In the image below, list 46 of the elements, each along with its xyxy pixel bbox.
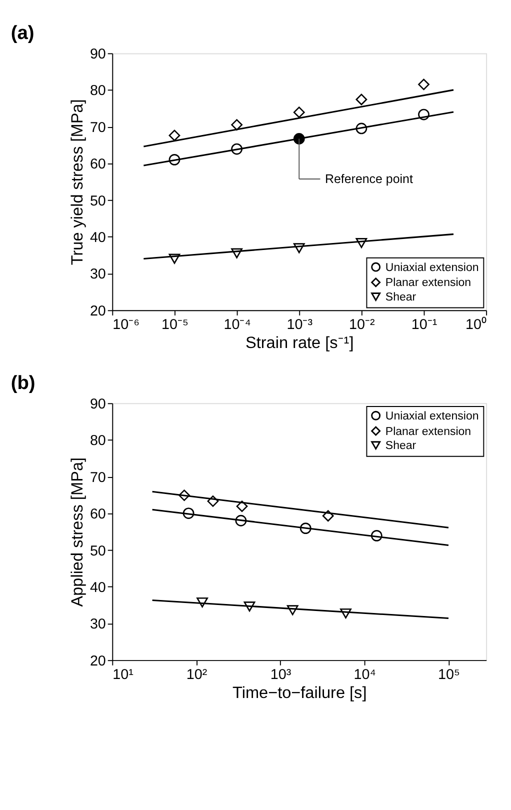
x-tick-label: 10⁻¹ <box>411 316 438 333</box>
y-tick-label: 70 <box>90 120 106 136</box>
annotation: Reference point <box>325 172 414 186</box>
y-tick-label: 60 <box>90 156 106 173</box>
legend-label: Shear <box>385 292 416 304</box>
point <box>418 78 430 90</box>
y-tick-label: 40 <box>90 580 106 596</box>
y-tick-label: 30 <box>90 266 106 283</box>
legend-label: Uniaxial extension <box>385 262 479 274</box>
x-axis-title: Time−to−failure [s] <box>232 684 367 702</box>
x-tick-label: 10⁴ <box>354 666 376 683</box>
y-tick-label: 90 <box>90 396 106 412</box>
chart-title: (a) <box>10 22 34 44</box>
point <box>293 106 305 118</box>
y-axis-title: True yield stress [MPa] <box>68 99 86 266</box>
y-tick-label: 30 <box>90 616 106 633</box>
x-tick-label: 10⁰ <box>466 316 487 333</box>
x-tick-label: 10¹ <box>112 666 134 683</box>
y-tick-label: 20 <box>90 653 106 670</box>
point <box>231 119 242 130</box>
legend-label: Uniaxial extension <box>385 410 479 422</box>
x-tick-label: 10⁻⁶ <box>112 316 140 333</box>
legend-label: Shear <box>385 440 416 452</box>
legend-label: Planar extension <box>385 277 472 290</box>
y-tick-label: 80 <box>90 433 106 450</box>
y-tick-label: 20 <box>90 303 106 320</box>
y-tick-label: 60 <box>90 506 106 523</box>
x-tick-label: 10⁻⁴ <box>224 316 251 333</box>
x-tick-label: 10² <box>186 666 208 683</box>
y-tick-label: 80 <box>90 83 106 100</box>
y-tick-label: 90 <box>90 46 106 62</box>
x-tick-label: 10³ <box>270 666 292 683</box>
y-tick-label: 70 <box>90 470 106 486</box>
y-tick-label: 40 <box>90 230 106 246</box>
chart-title: (b) <box>10 372 36 394</box>
y-tick-label: 50 <box>90 193 106 210</box>
y-tick-label: 50 <box>90 543 106 560</box>
y-axis-title: Applied stress [MPa] <box>68 457 86 607</box>
x-axis-title: Strain rate [s⁻¹] <box>245 334 354 352</box>
x-tick-label: 10⁻³ <box>286 316 313 333</box>
point <box>356 94 368 106</box>
legend-label: Planar extension <box>385 426 472 438</box>
x-tick-label: 10⁻⁵ <box>161 316 188 333</box>
point <box>168 130 180 142</box>
x-tick-label: 10⁵ <box>438 666 460 683</box>
x-tick-label: 10⁻² <box>349 316 376 333</box>
